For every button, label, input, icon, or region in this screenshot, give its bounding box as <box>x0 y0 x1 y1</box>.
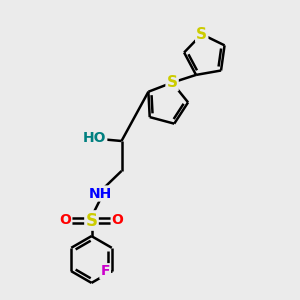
Text: O: O <box>112 214 124 227</box>
Text: S: S <box>167 75 178 90</box>
Text: HO: HO <box>83 131 106 145</box>
Text: S: S <box>196 27 207 42</box>
Text: F: F <box>100 264 110 278</box>
Text: S: S <box>85 212 98 230</box>
Text: NH: NH <box>89 187 112 200</box>
Text: O: O <box>59 214 71 227</box>
